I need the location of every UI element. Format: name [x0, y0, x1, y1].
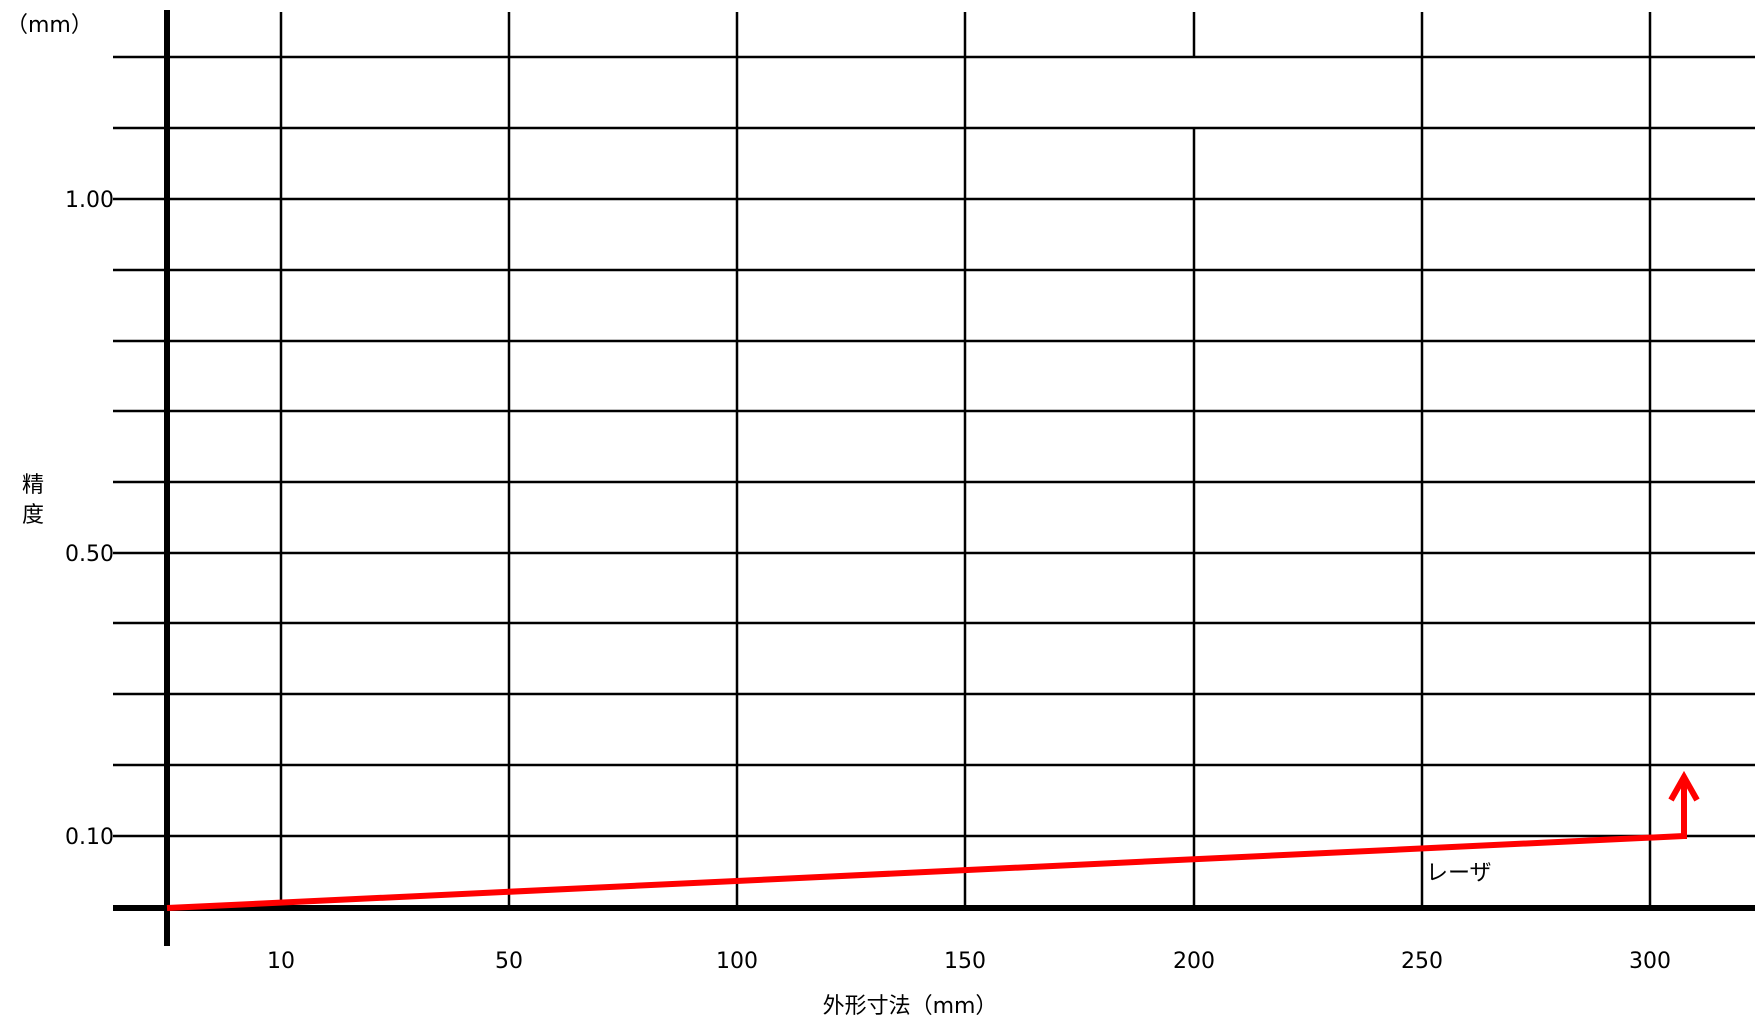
y-axis-title-char-1: 精	[22, 473, 44, 498]
series-label-laser: レーザ	[1426, 861, 1492, 886]
y-unit-label: （mm）	[6, 13, 93, 38]
x-tick-label-300: 300	[1629, 949, 1671, 974]
y-axis-title-char-2: 度	[22, 503, 44, 528]
x-tick-label-250: 250	[1401, 949, 1443, 974]
y-tick-label-0.10: 0.10	[65, 825, 114, 850]
x-axis-title: 外形寸法（mm）	[823, 994, 998, 1019]
x-tick-label-10: 10	[267, 949, 295, 974]
tick-labels: 10 50 100 150 200 250 300 1.00 0.50 0.10	[65, 188, 1671, 974]
y-tick-label-0.50: 0.50	[65, 542, 114, 567]
axes	[113, 10, 1755, 946]
x-tick-label-100: 100	[716, 949, 758, 974]
series: レーザ	[167, 776, 1697, 908]
y-tick-label-1.00: 1.00	[65, 188, 114, 213]
x-tick-label-150: 150	[944, 949, 986, 974]
grid	[113, 12, 1755, 908]
x-tick-label-200: 200	[1173, 949, 1215, 974]
x-tick-label-50: 50	[495, 949, 523, 974]
